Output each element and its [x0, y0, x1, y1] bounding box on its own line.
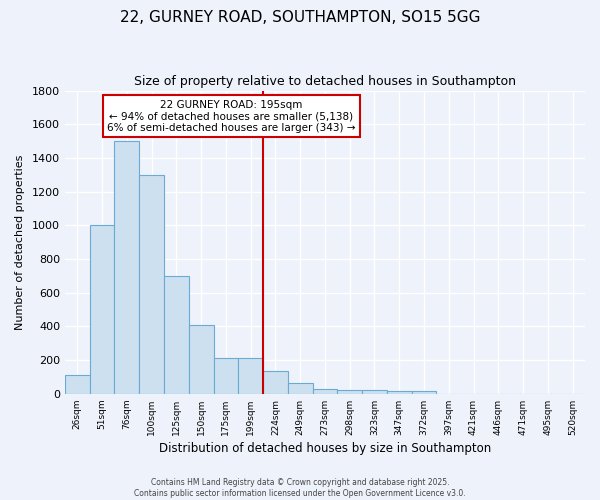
Bar	[115, 141, 139, 394]
Bar	[288, 383, 313, 394]
Bar	[313, 389, 337, 394]
Bar	[362, 390, 387, 394]
Bar	[189, 324, 214, 394]
Text: 22, GURNEY ROAD, SOUTHAMPTON, SO15 5GG: 22, GURNEY ROAD, SOUTHAMPTON, SO15 5GG	[120, 10, 480, 25]
Bar	[387, 392, 412, 394]
Bar	[164, 276, 189, 394]
Bar	[412, 392, 436, 394]
Bar	[214, 358, 238, 394]
Bar	[65, 376, 89, 394]
Bar	[89, 226, 115, 394]
Title: Size of property relative to detached houses in Southampton: Size of property relative to detached ho…	[134, 75, 516, 88]
Bar	[263, 371, 288, 394]
Bar	[139, 175, 164, 394]
Bar	[337, 390, 362, 394]
Y-axis label: Number of detached properties: Number of detached properties	[15, 154, 25, 330]
Text: 22 GURNEY ROAD: 195sqm
← 94% of detached houses are smaller (5,138)
6% of semi-d: 22 GURNEY ROAD: 195sqm ← 94% of detached…	[107, 100, 356, 133]
Bar	[238, 358, 263, 394]
X-axis label: Distribution of detached houses by size in Southampton: Distribution of detached houses by size …	[159, 442, 491, 455]
Text: Contains HM Land Registry data © Crown copyright and database right 2025.
Contai: Contains HM Land Registry data © Crown c…	[134, 478, 466, 498]
